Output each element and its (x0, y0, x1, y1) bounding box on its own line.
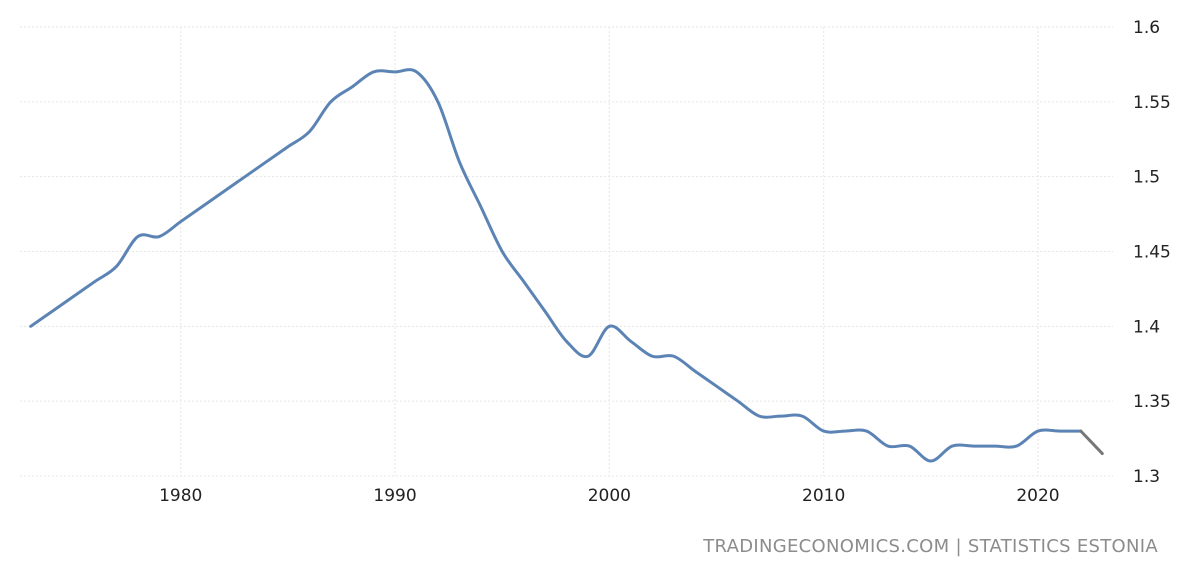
series-group (29, 68, 1104, 463)
x-tick-label: 2020 (1016, 486, 1059, 506)
grid (20, 26, 1113, 477)
y-tick-label: 1.45 (1133, 243, 1171, 263)
series-line-latest (1079, 429, 1104, 456)
x-axis-ticks: 1980 1990 2000 2010 2020 (159, 486, 1060, 506)
y-axis-ticks: 1.6 1.55 1.5 1.45 1.4 1.35 1.3 (1133, 18, 1171, 487)
y-tick-label: 1.35 (1133, 392, 1171, 412)
y-tick-label: 1.4 (1133, 317, 1160, 337)
series-line-main (29, 68, 1083, 463)
y-tick-label: 1.3 (1133, 467, 1160, 487)
x-tick-label: 2010 (802, 486, 845, 506)
y-tick-label: 1.5 (1133, 168, 1160, 188)
x-tick-label: 1990 (373, 486, 416, 506)
source-attribution: TRADINGECONOMICS.COM | STATISTICS ESTONI… (703, 536, 1158, 557)
y-tick-label: 1.55 (1133, 93, 1171, 113)
y-tick-label: 1.6 (1133, 18, 1160, 38)
x-tick-label: 2000 (588, 486, 631, 506)
x-tick-label: 1980 (159, 486, 202, 506)
